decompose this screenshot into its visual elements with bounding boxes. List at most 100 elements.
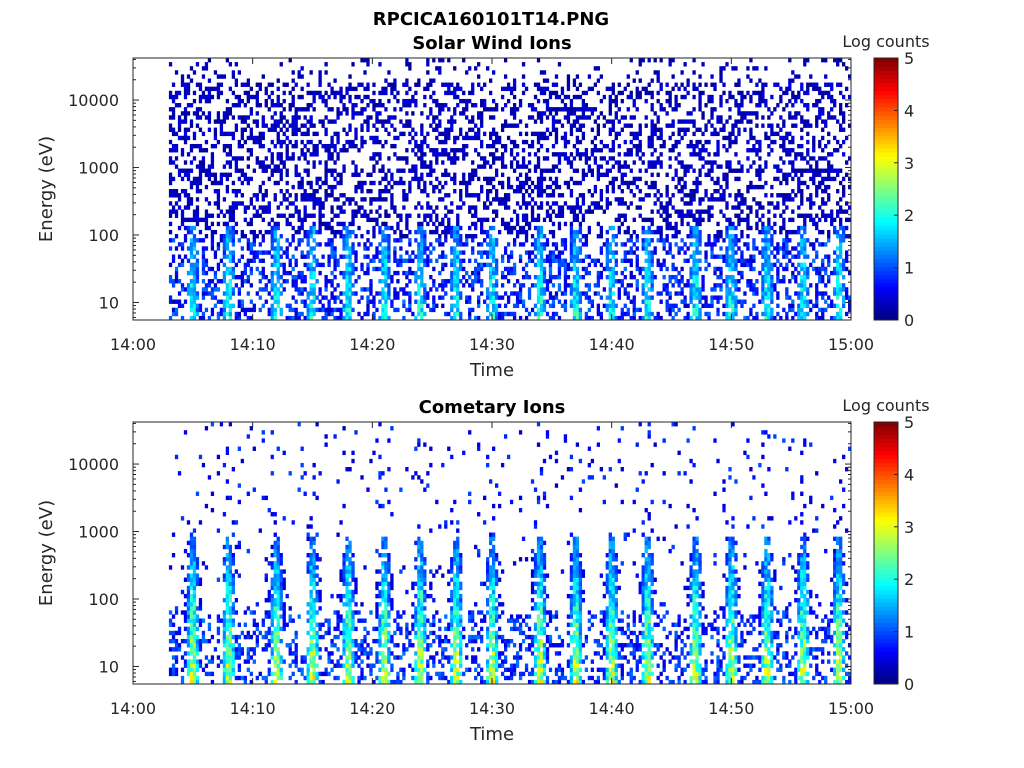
heatmap-cell — [683, 184, 687, 190]
heatmap-cell — [444, 127, 448, 132]
heatmap-cell — [500, 274, 505, 280]
heatmap-cell — [342, 143, 346, 149]
heatmap-cell — [351, 291, 355, 296]
heatmap-cell — [539, 254, 544, 259]
heatmap-cell — [512, 238, 517, 243]
heatmap-cell — [773, 176, 777, 182]
heatmap-cell — [468, 307, 472, 313]
heatmap-cell — [375, 197, 379, 202]
heatmap-cell — [554, 242, 559, 247]
heatmap-cell — [198, 82, 203, 87]
heatmap-cell — [276, 250, 280, 255]
heatmap-cell — [545, 98, 550, 104]
heatmap-cell — [551, 221, 556, 227]
heatmap-cell — [213, 287, 218, 292]
heatmap-cell — [357, 311, 361, 317]
heatmap-cell — [195, 115, 200, 120]
heatmap-cell — [285, 82, 289, 87]
heatmap-cell — [474, 315, 478, 321]
heatmap-cell — [608, 94, 612, 100]
heatmap-cell — [285, 217, 289, 223]
heatmap-cell — [381, 189, 385, 194]
heatmap-cell — [692, 250, 696, 255]
heatmap-cell — [381, 246, 385, 251]
heatmap-cell — [441, 184, 445, 190]
heatmap-cell — [737, 78, 741, 83]
heatmap-cell — [378, 90, 382, 96]
heatmap-cell — [575, 315, 580, 321]
heatmap-cell — [480, 189, 484, 194]
heatmap-cell — [650, 152, 654, 157]
heatmap-cell — [204, 270, 209, 276]
heatmap-cell — [584, 242, 589, 247]
heatmap-cell — [656, 262, 660, 268]
heatmap-cell — [512, 266, 517, 272]
heatmap-cell — [198, 229, 203, 235]
heatmap-cell — [336, 107, 340, 112]
heatmap-cell — [725, 184, 729, 190]
heatmap-cell — [734, 193, 738, 198]
heatmap-cell — [650, 274, 654, 280]
heatmap-cell — [309, 115, 313, 120]
heatmap-cell — [734, 299, 738, 304]
heatmap-cell — [243, 172, 247, 178]
heatmap-cell — [312, 213, 316, 218]
heatmap-cell — [683, 62, 687, 67]
heatmap-cell — [483, 176, 487, 182]
heatmap-cell — [629, 94, 633, 100]
heatmap-cell — [698, 295, 702, 300]
heatmap-cell — [698, 103, 702, 108]
heatmap-cell — [474, 234, 478, 239]
heatmap-cell — [509, 270, 514, 276]
heatmap-cell — [626, 225, 630, 231]
heatmap-cell — [369, 299, 373, 304]
heatmap-cell — [327, 299, 331, 304]
heatmap-cell — [186, 283, 191, 288]
heatmap-cell — [521, 193, 526, 198]
heatmap-cell — [192, 291, 197, 296]
heatmap-cell — [405, 111, 409, 116]
heatmap-cell — [575, 107, 580, 112]
heatmap-cell — [713, 266, 717, 272]
heatmap-cell — [731, 299, 735, 304]
heatmap-cell — [734, 168, 738, 173]
heatmap-cell — [707, 262, 711, 268]
heatmap-cell — [551, 201, 556, 206]
heatmap-cell — [432, 279, 436, 284]
heatmap-cell — [414, 98, 418, 104]
heatmap-cell — [707, 172, 711, 178]
heatmap-cell — [426, 193, 430, 198]
heatmap-cell — [270, 82, 274, 87]
heatmap-cell — [324, 279, 328, 284]
heatmap-cell — [429, 250, 433, 255]
heatmap-cell — [572, 274, 577, 280]
heatmap-cell — [554, 246, 559, 251]
heatmap-cell — [459, 111, 463, 116]
heatmap-cell — [345, 254, 349, 259]
heatmap-cell — [764, 270, 768, 276]
heatmap-cell — [563, 291, 568, 296]
heatmap-cell — [330, 246, 334, 251]
heatmap-cell — [279, 139, 283, 145]
heatmap-cell — [192, 279, 197, 284]
heatmap-cell — [210, 266, 215, 272]
heatmap-cell — [306, 193, 310, 198]
heatmap-cell — [204, 209, 209, 214]
heatmap-cell — [168, 62, 173, 67]
heatmap-cell — [665, 283, 669, 288]
heatmap-cell — [177, 254, 182, 259]
heatmap-cell — [518, 131, 523, 137]
heatmap-cell — [764, 229, 768, 235]
heatmap-cell — [309, 184, 313, 190]
heatmap-cell — [336, 307, 340, 313]
heatmap-cell — [423, 164, 427, 169]
heatmap-cell — [752, 291, 756, 296]
heatmap-cell — [590, 127, 595, 132]
heatmap-cell — [677, 283, 681, 288]
heatmap-cell — [369, 189, 373, 194]
heatmap-cell — [608, 131, 612, 137]
heatmap-cell — [330, 229, 334, 235]
heatmap-cell — [608, 86, 612, 92]
heatmap-cell — [471, 270, 475, 276]
heatmap-cell — [477, 274, 481, 280]
